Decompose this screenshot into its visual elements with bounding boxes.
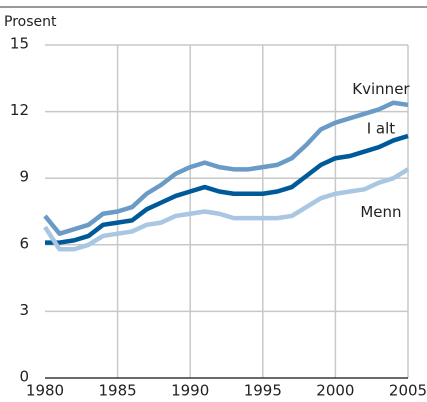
series-line (43, 167, 410, 252)
y-tick-label: 15 (10, 35, 29, 53)
y-tick-label: 12 (10, 101, 29, 119)
x-tick-label: 1985 (99, 382, 137, 400)
x-tick-label: 1980 (26, 382, 64, 400)
y-tick-label: 6 (19, 234, 29, 252)
y-tick-label: 3 (19, 301, 29, 319)
y-tick-label: 0 (19, 368, 29, 386)
x-tick-label: 2005 (389, 382, 427, 400)
series-line (43, 100, 409, 236)
x-tick-label: 2000 (316, 382, 354, 400)
series-label: Kvinner (352, 80, 410, 98)
y-tick-label: 9 (19, 168, 29, 186)
series-label: I alt (367, 120, 396, 138)
x-tick-label: 1995 (244, 382, 282, 400)
x-tick-label: 1990 (171, 382, 209, 400)
y-axis-label: Prosent (4, 14, 57, 30)
series-label: Menn (360, 203, 401, 221)
series-line (45, 133, 409, 245)
